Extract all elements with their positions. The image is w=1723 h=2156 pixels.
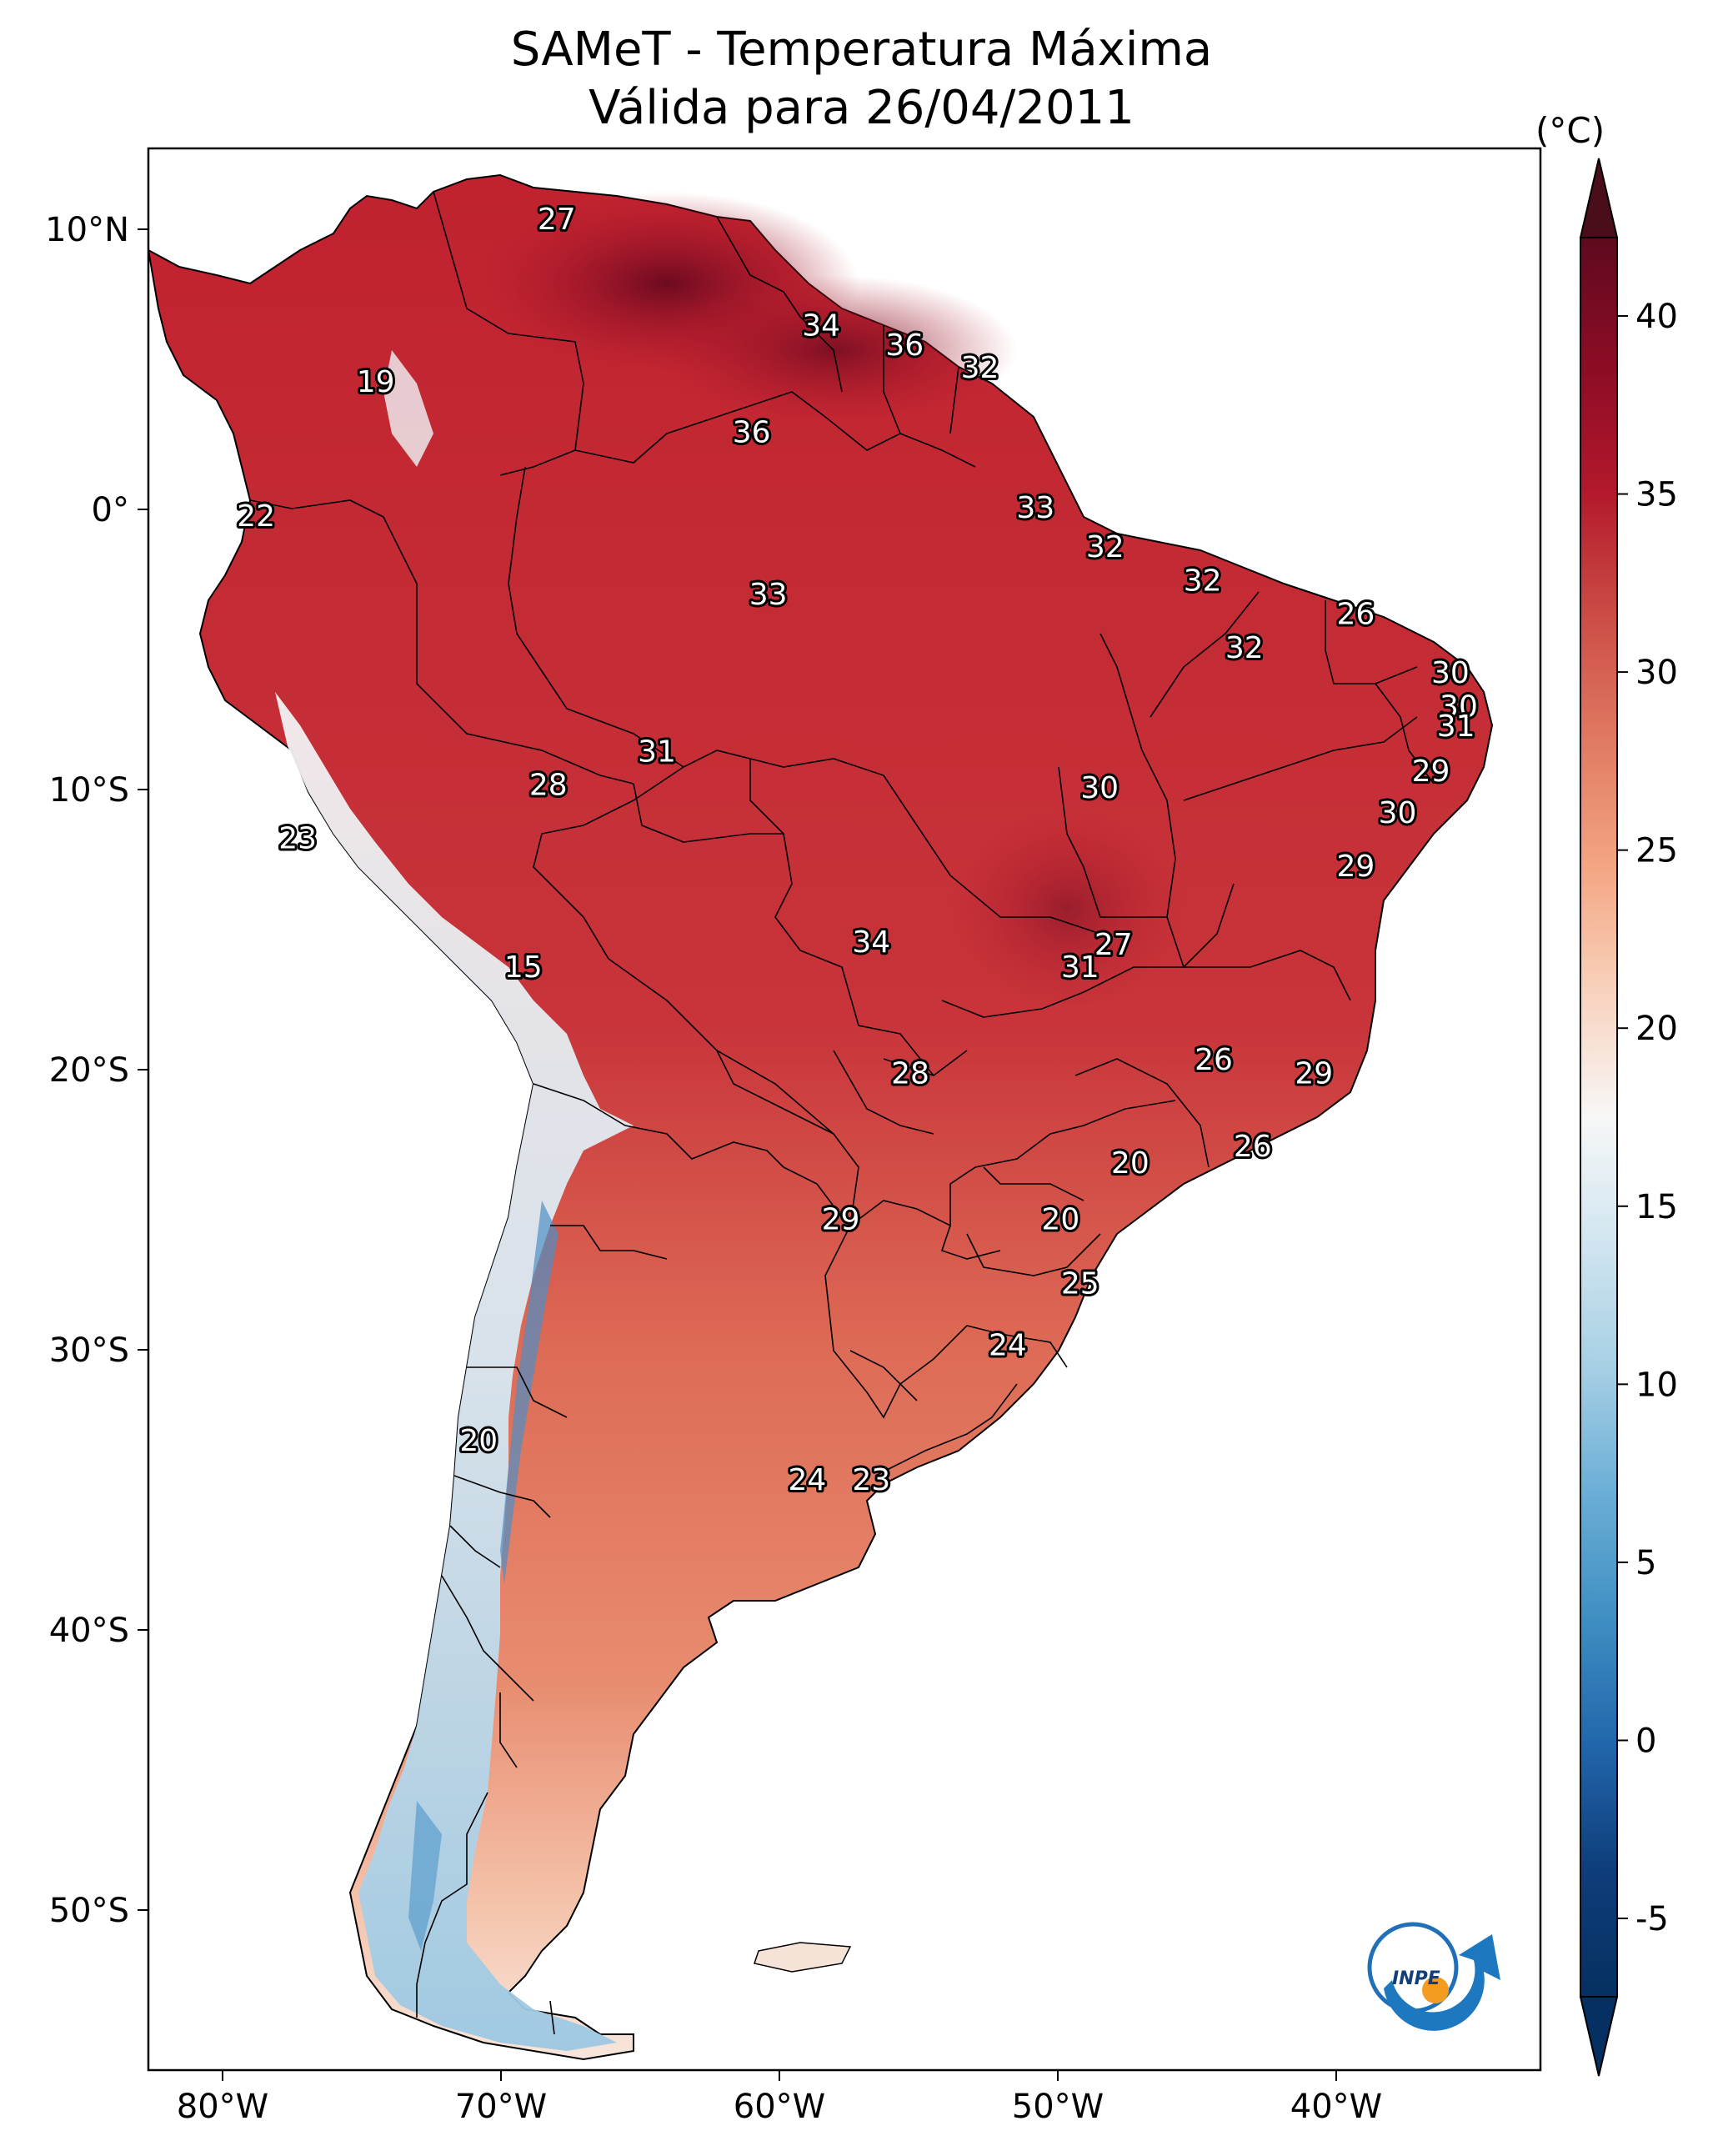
temperature-label: 20 [1111,1146,1150,1181]
lon-tick-label: 40°W [1290,2088,1382,2126]
temperature-label: 27 [538,203,576,237]
colorbar-top-triangle [1579,158,1619,238]
temperature-label: 28 [529,769,568,803]
temperature-label: 32 [1086,530,1124,564]
temperature-label: 28 [891,1057,929,1091]
temperature-label: 26 [1234,1130,1272,1164]
temperature-label: 31 [638,735,676,769]
temperature-label: 36 [885,328,924,363]
colorbar-unit: (°C) [1535,110,1605,151]
lat-tick-label: 10°N [45,211,129,249]
temperature-label: 30 [1440,690,1478,725]
colorbar-tick-label: 25 [1635,832,1678,870]
inpe-logo-text: INPE [1392,1968,1440,1989]
temperature-label: 19 [357,365,395,399]
colorbar-tick-label: 10 [1635,1366,1678,1404]
temperature-label: 30 [1379,796,1417,830]
colorbar-tick-label: 0 [1635,1722,1656,1760]
temperature-label: 32 [961,351,999,385]
colorbar-tick-label: 20 [1635,1010,1678,1048]
temperature-label: 34 [802,309,840,343]
lat-tick-label: 20°S [49,1051,129,1090]
temperature-label: 31 [1437,709,1475,744]
lon-tick-label: 60°W [734,2088,825,2126]
temperature-label: 29 [822,1202,860,1236]
lon-tick-label: 80°W [177,2088,268,2126]
latitude-axis: 10°N 0° 10°S 20°S 30°S 40°S 50°S [45,211,148,1930]
temperature-label: 23 [852,1463,890,1497]
colorbar-tick-label: -5 [1635,1900,1669,1938]
lat-tick-label: 50°S [49,1892,129,1930]
colorbar-tick-label: 30 [1635,654,1678,692]
temperature-label: 36 [733,415,771,449]
temperature-label: 15 [504,950,543,985]
temperature-label: 32 [1184,564,1222,598]
lat-tick-label: 40°S [49,1612,129,1650]
andes-cold-region [275,692,634,2051]
temperature-label: 26 [1336,598,1375,632]
temperature-label: 33 [749,578,788,612]
temperature-label: 34 [852,925,890,960]
longitude-axis: 80°W 70°W 60°W 50°W 40°W [177,2070,1382,2126]
lon-tick-label: 50°W [1012,2088,1104,2126]
temperature-label: 20 [1041,1202,1079,1236]
lat-tick-label: 0° [92,491,129,529]
temperature-label: 23 [278,821,317,855]
temperature-label: 30 [1080,771,1119,805]
colorbar-gradient [1580,237,1618,1998]
lat-tick-label: 30°S [49,1331,129,1370]
falkland-islands [754,1942,852,1973]
temperature-label: 26 [1195,1043,1233,1077]
temperature-label: 24 [788,1463,826,1497]
map-title: SAMeT - Temperatura Máxima [510,23,1213,77]
colorbar-tick-label: 5 [1635,1544,1656,1582]
lat-tick-label: 10°S [49,771,129,810]
temperature-label: 20 [459,1424,498,1458]
temperature-label: 31 [1061,950,1099,985]
land-layer [148,173,1494,2061]
colorbar-tick-label: 15 [1635,1188,1678,1226]
lon-tick-label: 70°W [455,2088,547,2126]
temperature-label: 29 [1412,755,1450,789]
colorbar-ticks: 40 35 30 25 20 15 10 5 0 -5 [1617,298,1678,1938]
map-subtitle: Válida para 26/04/2011 [589,81,1134,135]
colorbar-bottom-triangle [1579,1996,1619,2077]
temperature-label: 32 [1225,631,1264,665]
colorbar: 40 35 30 25 20 15 10 5 0 -5 [1579,158,1678,2077]
colorbar-tick-label: 40 [1635,298,1678,336]
temperature-label: 25 [1061,1267,1099,1301]
temperature-label: 22 [237,499,275,534]
temperature-label: 30 [1431,656,1470,690]
country-borders [249,191,1435,2035]
temperature-label: 27 [1094,928,1133,962]
temperature-label: 29 [1295,1057,1333,1091]
temperature-label: 33 [1016,491,1054,525]
temperature-label: 29 [1336,850,1375,884]
temperature-label: 24 [989,1329,1027,1363]
inpe-logo: INPE [1367,1922,1500,2031]
colorbar-tick-label: 35 [1635,476,1678,514]
